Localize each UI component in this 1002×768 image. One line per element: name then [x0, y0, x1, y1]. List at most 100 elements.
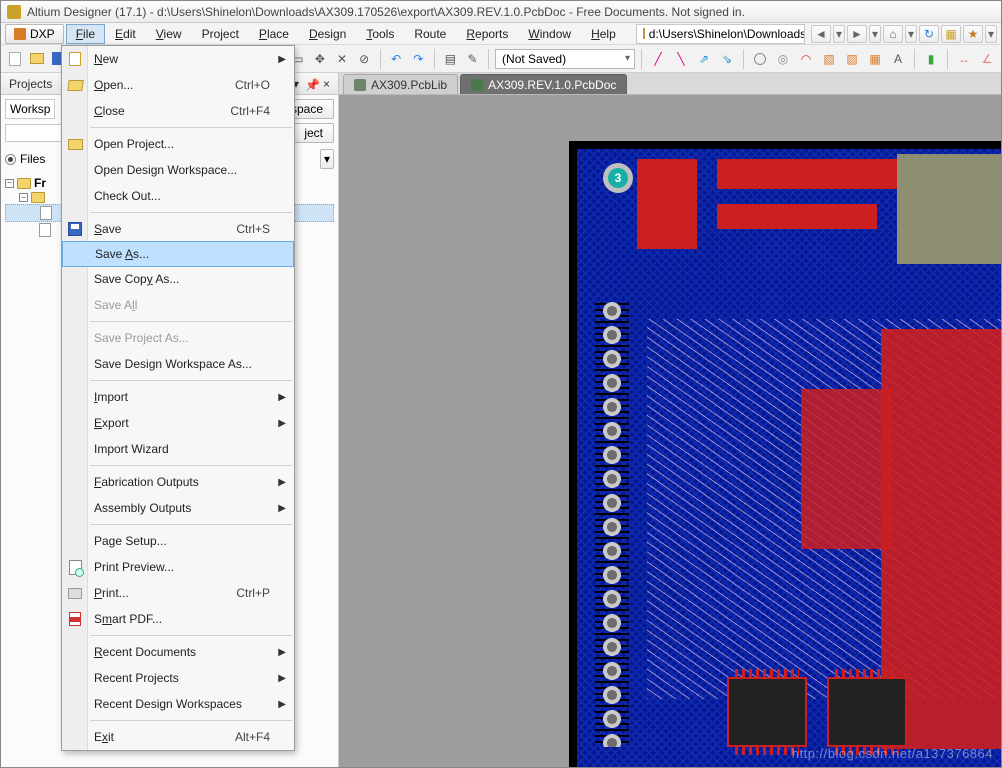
pdf-icon	[69, 612, 81, 626]
nav-thumb-button[interactable]: ▦	[941, 25, 961, 43]
tree-collapse-icon[interactable]: −	[19, 193, 28, 202]
nav-fav-split[interactable]: ▾	[985, 25, 997, 43]
tb-arc[interactable]: ◠	[796, 49, 816, 69]
menu-project[interactable]: Project	[192, 24, 249, 44]
path-breadcrumb[interactable]: d:\Users\Shinelon\Downloads\	[636, 24, 805, 44]
tb-comp[interactable]: ▮	[921, 49, 941, 69]
nav-back-button[interactable]: ◄	[811, 25, 831, 43]
nav-home-button[interactable]: ⌂	[883, 25, 903, 43]
nav-fwd-button[interactable]: ►	[847, 25, 867, 43]
menu-window[interactable]: Window	[518, 24, 581, 44]
file-menu-save-copy-as[interactable]: Save Copy As...	[62, 266, 294, 292]
file-menu-recent-documents[interactable]: Recent Documents▶	[62, 639, 294, 665]
file-menu-save-design-workspace-as[interactable]: Save Design Workspace As...	[62, 351, 294, 377]
menu-item-label: Recent Documents	[94, 645, 196, 659]
tb-snapshot-combo[interactable]: (Not Saved)	[495, 49, 635, 69]
tb-layers[interactable]: ▤	[441, 49, 460, 69]
tb-clear[interactable]: ⊘	[355, 49, 374, 69]
folder-icon	[643, 28, 645, 39]
menu-item-label: Import	[94, 390, 128, 404]
menu-item-shortcut: Ctrl+O	[235, 78, 270, 92]
tb-route-1[interactable]: ╱	[648, 49, 668, 69]
menu-view[interactable]: View	[146, 24, 192, 44]
pcb-header-holes	[925, 155, 995, 205]
tb-open[interactable]	[27, 49, 46, 69]
tb-route-2[interactable]: ╲	[671, 49, 691, 69]
submenu-arrow-icon: ▶	[278, 418, 286, 429]
file-menu-fabrication-outputs[interactable]: Fabrication Outputs▶	[62, 469, 294, 495]
tb-region[interactable]: ▦	[865, 49, 885, 69]
files-radio[interactable]	[5, 154, 16, 165]
file-menu-export[interactable]: Export▶	[62, 410, 294, 436]
menu-place[interactable]: Place	[249, 24, 299, 44]
nav-home-split[interactable]: ▾	[905, 25, 917, 43]
file-menu-check-out[interactable]: Check Out...	[62, 183, 294, 209]
menu-file[interactable]: File	[66, 24, 105, 44]
tb-move[interactable]: ✥	[310, 49, 329, 69]
file-menu-page-setup[interactable]: Page Setup...	[62, 528, 294, 554]
submenu-arrow-icon: ▶	[278, 477, 286, 488]
file-menu-save-project-as: Save Project As...	[62, 325, 294, 351]
panel-close-icon[interactable]: ×	[323, 77, 330, 91]
doc-tab[interactable]: AX309.REV.1.0.PcbDoc	[460, 74, 627, 94]
tb-dim-lin[interactable]: ↔	[954, 49, 974, 69]
file-menu-recent-design-workspaces[interactable]: Recent Design Workspaces▶	[62, 691, 294, 717]
tb-route-3[interactable]: ⇗	[694, 49, 714, 69]
tb-string[interactable]: A	[888, 49, 908, 69]
menu-reports[interactable]: Reports	[456, 24, 518, 44]
menu-item-label: Save Project As...	[94, 331, 189, 345]
menu-route[interactable]: Route	[404, 24, 456, 44]
file-menu-open-project[interactable]: Open Project...	[62, 131, 294, 157]
file-menu-close[interactable]: CloseCtrl+F4	[62, 98, 294, 124]
file-menu-print-preview[interactable]: Print Preview...	[62, 554, 294, 580]
tb-poly[interactable]: ▨	[842, 49, 862, 69]
file-menu-new[interactable]: New▶	[62, 46, 294, 72]
nav-back-split[interactable]: ▾	[833, 25, 845, 43]
pcb-canvas-wrap[interactable]: 3 http://blog.csdn.net/a137376864	[339, 95, 1001, 767]
menu-tools[interactable]: Tools	[356, 24, 404, 44]
tree-root-label: Fr	[34, 176, 46, 190]
file-menu-import-wizard[interactable]: Import Wizard	[62, 436, 294, 462]
file-icon	[39, 223, 51, 237]
file-menu-smart-pdf[interactable]: Smart PDF...	[62, 606, 294, 632]
file-menu-save-as[interactable]: Save As...	[62, 241, 294, 267]
file-menu-save[interactable]: SaveCtrl+S	[62, 216, 294, 242]
dxp-button[interactable]: DXP	[5, 24, 64, 44]
nav-favorite-button[interactable]: ★	[963, 25, 983, 43]
tb-undo[interactable]: ↶	[387, 49, 406, 69]
struct-split[interactable]: ▾	[320, 149, 334, 169]
menu-item-label: Print...	[94, 586, 129, 600]
tree-collapse-icon[interactable]: −	[5, 179, 14, 188]
app-icon	[7, 5, 21, 19]
open-icon	[67, 80, 84, 91]
workspace-label: Worksp	[5, 99, 55, 119]
menu-item-label: Assembly Outputs	[94, 501, 191, 515]
menu-item-label: Exit	[94, 730, 114, 744]
file-menu-import[interactable]: Import▶	[62, 384, 294, 410]
tb-dim-ang[interactable]: ∠	[977, 49, 997, 69]
nav-refresh-button[interactable]: ↻	[919, 25, 939, 43]
tb-route-4[interactable]: ⇘	[717, 49, 737, 69]
nav-fwd-split[interactable]: ▾	[869, 25, 881, 43]
tb-pad[interactable]	[750, 49, 770, 69]
tb-deselect[interactable]: ✕	[332, 49, 351, 69]
menu-help[interactable]: Help	[581, 24, 626, 44]
menu-item-label: Save All	[94, 298, 137, 312]
tb-fill[interactable]: ▧	[819, 49, 839, 69]
doc-tab[interactable]: AX309.PcbLib	[343, 74, 458, 94]
tb-new[interactable]	[5, 49, 24, 69]
file-menu-open[interactable]: Open...Ctrl+O	[62, 72, 294, 98]
file-menu-assembly-outputs[interactable]: Assembly Outputs▶	[62, 495, 294, 521]
panel-pin-icon[interactable]: 📌	[305, 78, 317, 90]
tb-via[interactable]: ◎	[773, 49, 793, 69]
file-menu-print[interactable]: Print...Ctrl+P	[62, 580, 294, 606]
project-button[interactable]: ject	[293, 123, 334, 143]
tb-brush[interactable]: ✎	[463, 49, 482, 69]
menu-item-shortcut: Ctrl+S	[236, 222, 270, 236]
menu-design[interactable]: Design	[299, 24, 356, 44]
file-menu-open-design-workspace[interactable]: Open Design Workspace...	[62, 157, 294, 183]
file-menu-exit[interactable]: ExitAlt+F4	[62, 724, 294, 750]
menu-edit[interactable]: Edit	[105, 24, 146, 44]
file-menu-recent-projects[interactable]: Recent Projects▶	[62, 665, 294, 691]
tb-redo[interactable]: ↷	[409, 49, 428, 69]
